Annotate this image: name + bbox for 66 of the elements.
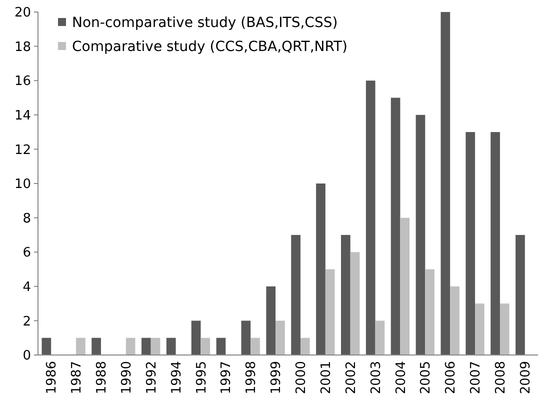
y-tick-label: 20 [14, 6, 31, 21]
bar [400, 218, 410, 355]
bar [200, 338, 210, 355]
x-tick-label: 2008 [494, 361, 509, 394]
bar [300, 338, 310, 355]
y-tick-label: 2 [22, 314, 31, 330]
bar [250, 338, 260, 355]
y-tick-label: 16 [14, 74, 31, 90]
x-tick-label: 2004 [394, 361, 409, 394]
bar [416, 114, 426, 355]
x-tick-label: 1999 [269, 361, 284, 394]
bar [366, 80, 376, 355]
y-tick-label: 10 [14, 177, 31, 192]
bar [166, 338, 176, 355]
bar [316, 184, 326, 355]
y-tick-label: 14 [14, 108, 31, 124]
bar [425, 269, 435, 355]
bar [516, 234, 525, 355]
x-tick-label: 2003 [368, 361, 384, 394]
y-tick-label: 6 [22, 246, 31, 261]
bar [42, 338, 52, 355]
x-tick-label: 1986 [44, 361, 60, 394]
x-tick-label: 2005 [418, 361, 434, 394]
x-tick-label: 1992 [144, 361, 160, 394]
x-tick-label: 1997 [219, 361, 234, 394]
legend-label: Non-comparative study (BAS,ITS,CSS) [72, 14, 338, 31]
y-tick-label: 18 [14, 40, 31, 55]
bar [475, 304, 484, 355]
x-tick-label: 1995 [194, 361, 210, 394]
bar [440, 12, 450, 355]
x-tick-label: 2006 [444, 361, 459, 394]
x-tick-label: 2009 [518, 361, 534, 394]
x-tick-label: 2007 [468, 361, 484, 394]
bar [141, 338, 151, 355]
bar [126, 338, 136, 355]
bar [325, 269, 335, 355]
y-tick-label: 4 [22, 280, 31, 295]
bar [466, 132, 476, 355]
bar [291, 234, 300, 355]
x-tick-label: 2000 [294, 361, 310, 394]
bar [375, 320, 385, 355]
bar [191, 320, 201, 355]
bar [150, 338, 160, 355]
bar [340, 234, 350, 355]
bar [241, 320, 251, 355]
x-tick-label: 2001 [318, 361, 334, 394]
x-tick-label: 1994 [169, 361, 184, 394]
x-tick-label: 2002 [344, 361, 359, 394]
bar [500, 304, 510, 355]
bar [450, 286, 460, 355]
legend-label: Comparative study (CCS,CBA,QRT,NRT) [72, 38, 348, 55]
bar [92, 338, 101, 355]
x-tick-label: 1998 [244, 361, 260, 394]
bar [76, 338, 86, 355]
bar [350, 252, 360, 355]
bar [216, 338, 226, 355]
x-tick-label: 1988 [94, 361, 110, 394]
x-tick-label: 1987 [70, 361, 85, 394]
bar [390, 98, 400, 355]
x-tick-label: 1990 [119, 361, 134, 394]
y-tick-label: 8 [22, 211, 31, 226]
bar [266, 286, 276, 355]
y-tick-label: 12 [14, 142, 31, 158]
y-tick-label: 0 [22, 348, 31, 364]
bar [490, 132, 500, 355]
bar [276, 320, 285, 355]
